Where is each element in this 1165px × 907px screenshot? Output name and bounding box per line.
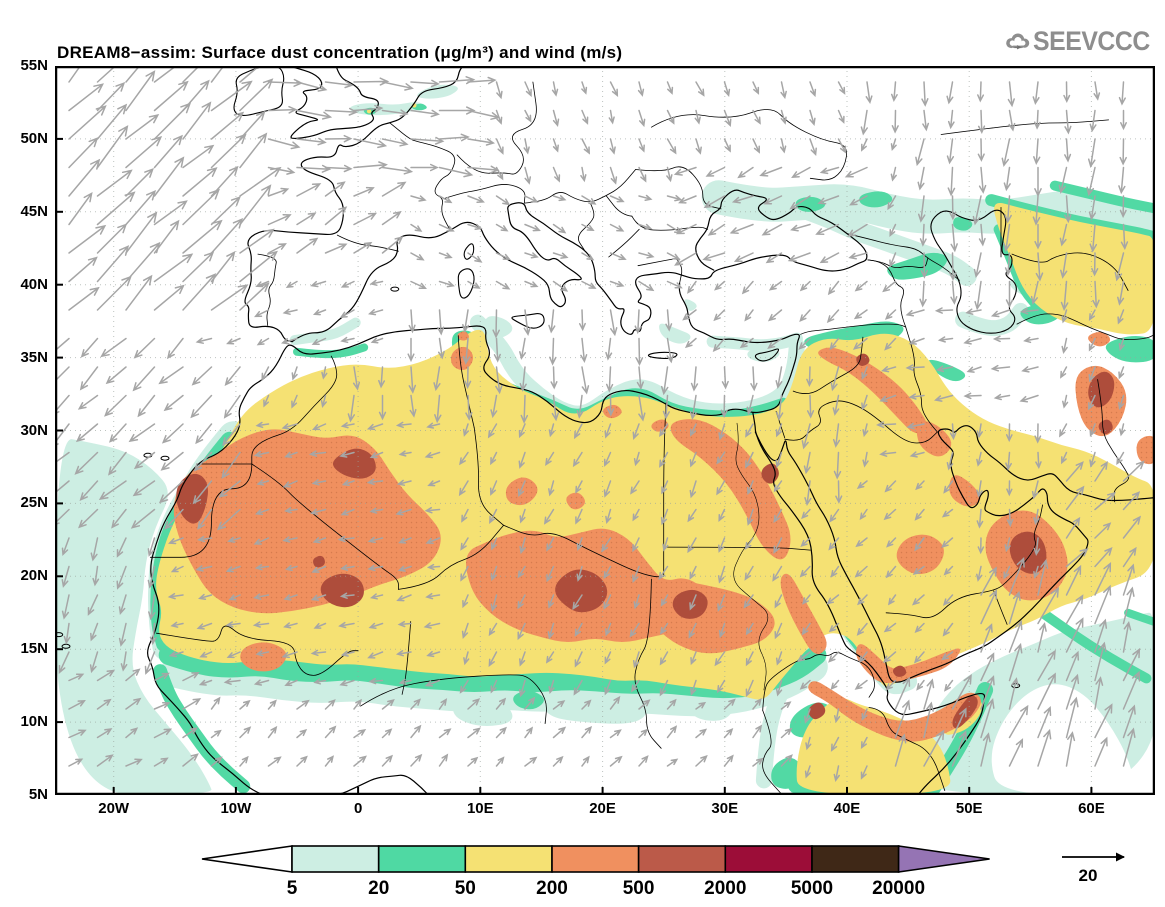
lat-tick-label-5N: 5N bbox=[28, 786, 48, 803]
colorbar-label-500: 500 bbox=[623, 878, 655, 899]
colorbar-label-20: 20 bbox=[368, 878, 389, 899]
lat-tick-label-45N: 45N bbox=[20, 202, 48, 220]
lat-tick-label-15N: 15N bbox=[20, 640, 48, 658]
colorbar-label-5000: 5000 bbox=[791, 878, 833, 899]
colorbar-below-arrow bbox=[201, 845, 293, 873]
colorbar-box-500 bbox=[637, 845, 727, 873]
colorbar-box-200 bbox=[551, 845, 640, 873]
lat-tick-label-50N: 50N bbox=[20, 129, 48, 147]
colorbar-box-20 bbox=[377, 845, 467, 873]
cloud-icon bbox=[1006, 33, 1030, 50]
colorbar-label-50: 50 bbox=[455, 878, 476, 899]
lat-tick-label-25N: 25N bbox=[20, 494, 48, 512]
wind-reference-label: 20 bbox=[1079, 866, 1098, 885]
lat-tick-label-40N: 40N bbox=[20, 275, 48, 293]
colorbar-box-2000 bbox=[724, 845, 813, 873]
colorbar-box-50 bbox=[464, 845, 553, 873]
dust-map-svg bbox=[55, 66, 1155, 795]
lat-tick-label-35N: 35N bbox=[20, 348, 48, 366]
axis-ticks bbox=[55, 66, 1093, 795]
colorbar: 5 20 50 200 500 2000 5000 20000 bbox=[201, 845, 990, 899]
colorbar-label-200: 200 bbox=[536, 878, 568, 899]
colorbar-label-5: 5 bbox=[287, 878, 298, 899]
lon-tick-label-20W: 20W bbox=[98, 800, 130, 817]
colorbar-above-arrow bbox=[897, 845, 990, 873]
lat-tick-label-20N: 20N bbox=[20, 567, 48, 585]
colorbar-label-2000: 2000 bbox=[704, 878, 746, 899]
lat-tick-label-30N: 30N bbox=[20, 421, 48, 439]
seevccc-logo: SEEVCCC bbox=[1002, 16, 1160, 66]
map-panel bbox=[55, 66, 1155, 795]
chart-title: DREAM8−assim: Surface dust concentration… bbox=[57, 43, 623, 62]
lat-tick-label-10N: 10N bbox=[20, 713, 48, 731]
wind-reference-arrow bbox=[1062, 852, 1125, 862]
logo-text: SEEVCCC bbox=[1032, 25, 1150, 56]
wind-reference: 20 bbox=[1062, 852, 1125, 885]
lon-tick-label-40E: 40E bbox=[833, 800, 861, 817]
lon-tick-label-20E: 20E bbox=[589, 800, 616, 817]
lon-tick-label-30E: 30E bbox=[711, 800, 739, 817]
lat-tick-label-55N: 55N bbox=[20, 57, 48, 74]
lon-tick-label-0: 0 bbox=[353, 800, 363, 817]
wind-arrows bbox=[55, 66, 1145, 783]
lon-tick-label-10E: 10E bbox=[466, 800, 494, 817]
lon-tick-label-50E: 50E bbox=[955, 800, 983, 817]
colorbar-box-5000 bbox=[811, 845, 900, 873]
lon-tick-label-60E: 60E bbox=[1078, 800, 1105, 817]
lon-tick-label-10W: 10W bbox=[220, 800, 252, 817]
colorbar-box-5 bbox=[291, 845, 380, 873]
colorbar-label-20000: 20000 bbox=[872, 878, 925, 899]
